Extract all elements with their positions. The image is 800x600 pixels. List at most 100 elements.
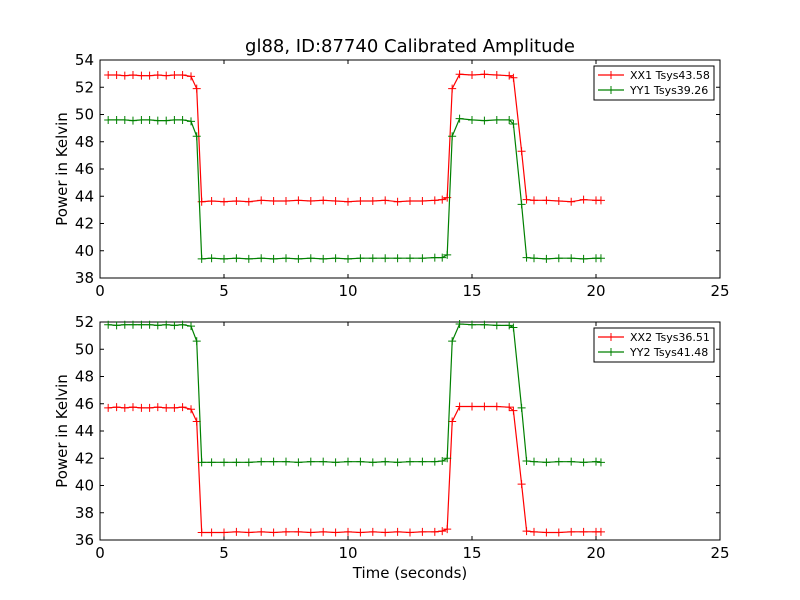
data-point [596,458,605,467]
data-point [344,527,352,536]
legend-marker [607,86,615,94]
data-point [430,457,439,466]
data-point [356,254,365,263]
figure-title: gl88, ID:87740 Calibrated Amplitude [245,36,575,57]
data-point [579,254,588,263]
data-point [207,197,216,206]
data-point [192,337,201,346]
data-point [468,115,476,124]
data-point [567,197,576,206]
data-point [368,458,377,467]
data-point [368,197,377,206]
x-tick-label: 0 [95,544,105,562]
data-point [128,320,137,329]
data-point [232,458,241,467]
data-point [294,458,303,467]
data-point [418,457,427,466]
x-tick-label: 5 [219,282,229,300]
data-point [137,320,146,329]
legend: XX2 Tsys36.51 YY2 Tsys41.48 [593,327,715,363]
data-point [596,196,605,205]
data-point [153,70,162,79]
data-point [406,457,414,466]
data-point [492,115,501,124]
data-point [542,528,551,537]
data-point [331,254,340,263]
data-point [542,196,551,205]
data-point [104,403,113,412]
data-point [319,196,328,205]
data-point [257,457,266,466]
data-point [269,457,278,466]
data-point [192,132,201,141]
data-point [406,197,414,206]
data-point [430,253,439,262]
x-tick-label: 15 [462,282,481,300]
data-point [162,320,171,329]
y-tick-label: 44 [75,187,94,205]
x-tick-label: 25 [710,544,729,562]
data-point [153,321,162,330]
x-tick-label: 25 [710,282,729,300]
data-point [480,116,489,125]
y-tick-label: 42 [75,215,94,233]
data-point [319,457,328,466]
data-point [522,527,531,536]
data-point [530,196,538,205]
data-point [120,320,129,329]
data-point [530,457,538,466]
data-point [455,320,464,329]
bottom-panel: 0 5 10 15 20 25 36 38 40 42 44 46 48 50 52 Power in Kel… [53,313,730,562]
data-point [393,458,402,467]
data-point [438,456,447,465]
data-point [232,197,241,206]
data-point [592,457,600,466]
data-point [468,402,476,411]
data-point [145,320,154,329]
legend-entry: YY2 Tsys41.48 [629,346,708,359]
data-point [104,115,113,124]
data-point [406,528,414,537]
y-tick-label: 46 [75,160,94,178]
data-point [522,456,531,465]
data-point [170,70,179,79]
data-point [145,115,154,124]
data-point [393,254,402,263]
x-tick-label: 15 [462,544,481,562]
data-point [418,254,427,263]
data-point [104,70,113,79]
data-point [220,528,228,537]
data-point [282,527,290,536]
data-point [120,71,129,80]
y-tick-label: 38 [75,504,94,522]
x-axis-label: Time (seconds) [352,564,468,582]
data-point [294,196,303,205]
data-point [530,527,538,536]
data-point [220,254,228,263]
data-point [319,527,328,536]
y-tick-label: 40 [75,242,94,260]
data-point [393,197,402,206]
data-point [356,528,365,537]
data-point [220,197,228,206]
legend-box [593,327,715,363]
data-point [207,254,216,263]
data-point [567,457,576,466]
y-axis-label: Power in Kelvin [53,374,71,488]
data-point [438,527,447,536]
data-point [443,454,452,463]
data-point [554,457,563,466]
data-point [153,116,162,125]
data-point [197,528,206,537]
data-point [505,71,514,80]
top-panel: 0 5 10 15 20 25 38 40 42 44 46 48 50 52 54 Power in Kel… [53,51,730,300]
data-point [381,457,390,466]
data-point [244,458,253,467]
data-point [517,200,526,209]
data-point [170,115,179,124]
data-point [170,321,179,330]
data-point [178,115,187,124]
data-point [455,70,464,79]
data-point [282,254,290,263]
data-point [269,197,278,206]
